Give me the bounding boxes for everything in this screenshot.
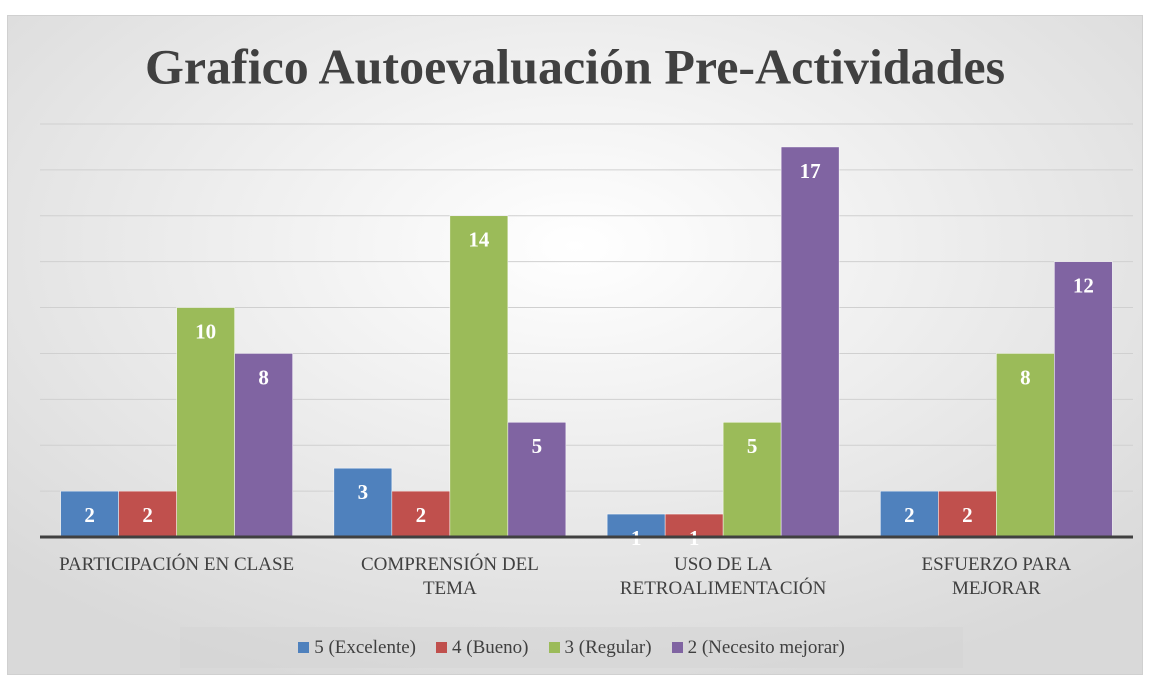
value-label: 2: [962, 503, 973, 527]
value-label: 2: [84, 503, 95, 527]
x-tick-label: PARTICIPACIÓN EN CLASE: [59, 554, 295, 575]
legend-swatch: [548, 642, 560, 653]
value-label: 10: [195, 319, 216, 343]
x-tick-label: USO DE LA RETROALIMENTACIÓN: [619, 554, 827, 599]
bar: [449, 215, 509, 538]
legend-swatch: [671, 642, 683, 653]
value-label: 17: [800, 159, 821, 183]
bar: [391, 490, 451, 538]
bar: [60, 490, 119, 538]
value-label: 2: [416, 503, 427, 527]
x-tick-label: COMPRENSIÓN DEL TEMA: [360, 554, 539, 599]
legend-label: 5 (Excelente): [314, 636, 416, 658]
value-label: 3: [358, 480, 369, 504]
bar: [1054, 261, 1113, 538]
value-label: 2: [142, 503, 153, 527]
legend-swatch: [436, 642, 447, 653]
bar: [722, 422, 782, 538]
bar: [996, 353, 1055, 538]
bar: [880, 490, 939, 538]
bar: [176, 307, 235, 538]
value-label: 8: [258, 365, 269, 389]
value-label: 2: [904, 503, 915, 527]
chart-title: Grafico Autoevaluación Pre-Actividades: [145, 38, 1005, 94]
value-label: 5: [747, 434, 758, 458]
value-label: 8: [1020, 365, 1031, 389]
legend-item: 5 (Excelente): [298, 637, 416, 659]
bar: [780, 146, 840, 538]
value-label: 12: [1073, 273, 1094, 297]
value-label: 5: [532, 434, 543, 458]
legend-label: 2 (Necesito mejorar): [687, 636, 845, 658]
legend: 5 (Excelente) 4 (Bueno) 3 (Regular) 2 (Nece…: [180, 627, 963, 668]
value-label: 14: [468, 228, 490, 252]
bar: [234, 353, 293, 538]
legend-item: 4 (Bueno): [436, 637, 529, 659]
legend-swatch: [298, 642, 310, 653]
bar: [507, 422, 567, 538]
legend-label: 4 (Bueno): [452, 636, 529, 658]
bar: [938, 490, 997, 538]
legend-item: 2 (Necesito mejorar): [671, 636, 845, 659]
x-tick-label: ESFUERZO PARA MEJORAR: [921, 554, 1072, 599]
legend-item: 3 (Regular): [548, 636, 652, 659]
legend-label: 3 (Regular): [564, 636, 652, 658]
